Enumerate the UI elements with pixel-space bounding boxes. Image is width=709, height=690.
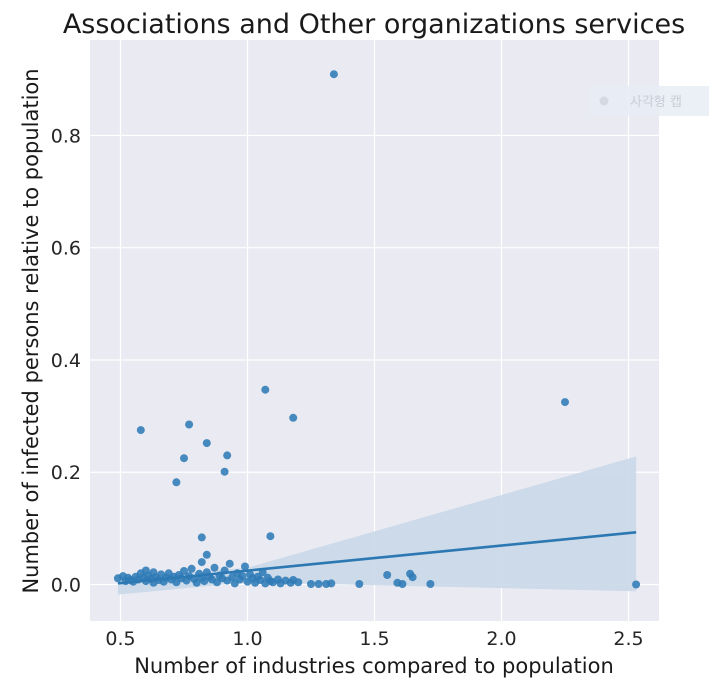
y-tick-label: 0.2 (51, 462, 81, 484)
data-point (383, 571, 392, 579)
y-tick-label: 0.8 (51, 125, 81, 147)
chart-title: Associations and Other organizations ser… (63, 9, 685, 40)
data-point (220, 467, 229, 476)
data-point (561, 398, 569, 407)
data-point (238, 572, 247, 581)
x-tick-label: 1.5 (359, 628, 389, 650)
data-point (266, 532, 275, 541)
data-point (314, 580, 323, 588)
data-point (261, 385, 270, 394)
data-point (185, 420, 194, 429)
data-point (225, 559, 234, 568)
data-point (197, 558, 206, 567)
ci-band-area (117, 456, 637, 595)
y-tick-label: 0.4 (51, 350, 81, 372)
x-tick-label: 1.0 (232, 628, 262, 650)
data-point (187, 564, 196, 573)
legend: 사각형 캡 (589, 86, 709, 116)
x-tick-label: 2.5 (613, 628, 643, 650)
data-point (223, 451, 232, 460)
data-point (307, 580, 315, 588)
data-point (202, 550, 211, 559)
data-point (202, 439, 211, 448)
confidence-band (117, 456, 637, 595)
x-tick-label: 2.0 (486, 628, 516, 650)
data-point (172, 478, 181, 487)
legend-marker (599, 96, 609, 106)
x-tick-labels: 0.5 1.0 1.5 2.0 2.5 (105, 628, 643, 650)
data-point (210, 563, 219, 572)
data-point (180, 454, 188, 463)
x-axis-label: Number of industries compared to populat… (134, 654, 614, 678)
y-tick-labels: 0.0 0.2 0.4 0.6 0.8 (51, 125, 81, 596)
y-axis-label: Number of infected persons relative to p… (19, 68, 43, 593)
data-point (398, 580, 407, 588)
legend-label: 사각형 캡 (630, 95, 682, 110)
data-point (426, 580, 435, 588)
data-point (192, 578, 201, 587)
data-point (355, 580, 364, 588)
x-tick-label: 0.5 (105, 628, 135, 650)
y-tick-label: 0.0 (51, 575, 81, 597)
legend-box (589, 86, 709, 116)
data-point (294, 578, 303, 587)
y-tick-label: 0.6 (51, 238, 81, 260)
regression-line-path (117, 531, 637, 585)
data-point (241, 562, 249, 571)
regression-line (117, 531, 637, 585)
data-point (632, 580, 641, 589)
data-point (197, 533, 206, 542)
data-point (180, 567, 188, 575)
data-point (289, 413, 298, 422)
data-point (327, 579, 336, 588)
data-point (329, 70, 338, 79)
data-point (408, 573, 417, 582)
data-point (136, 426, 145, 435)
